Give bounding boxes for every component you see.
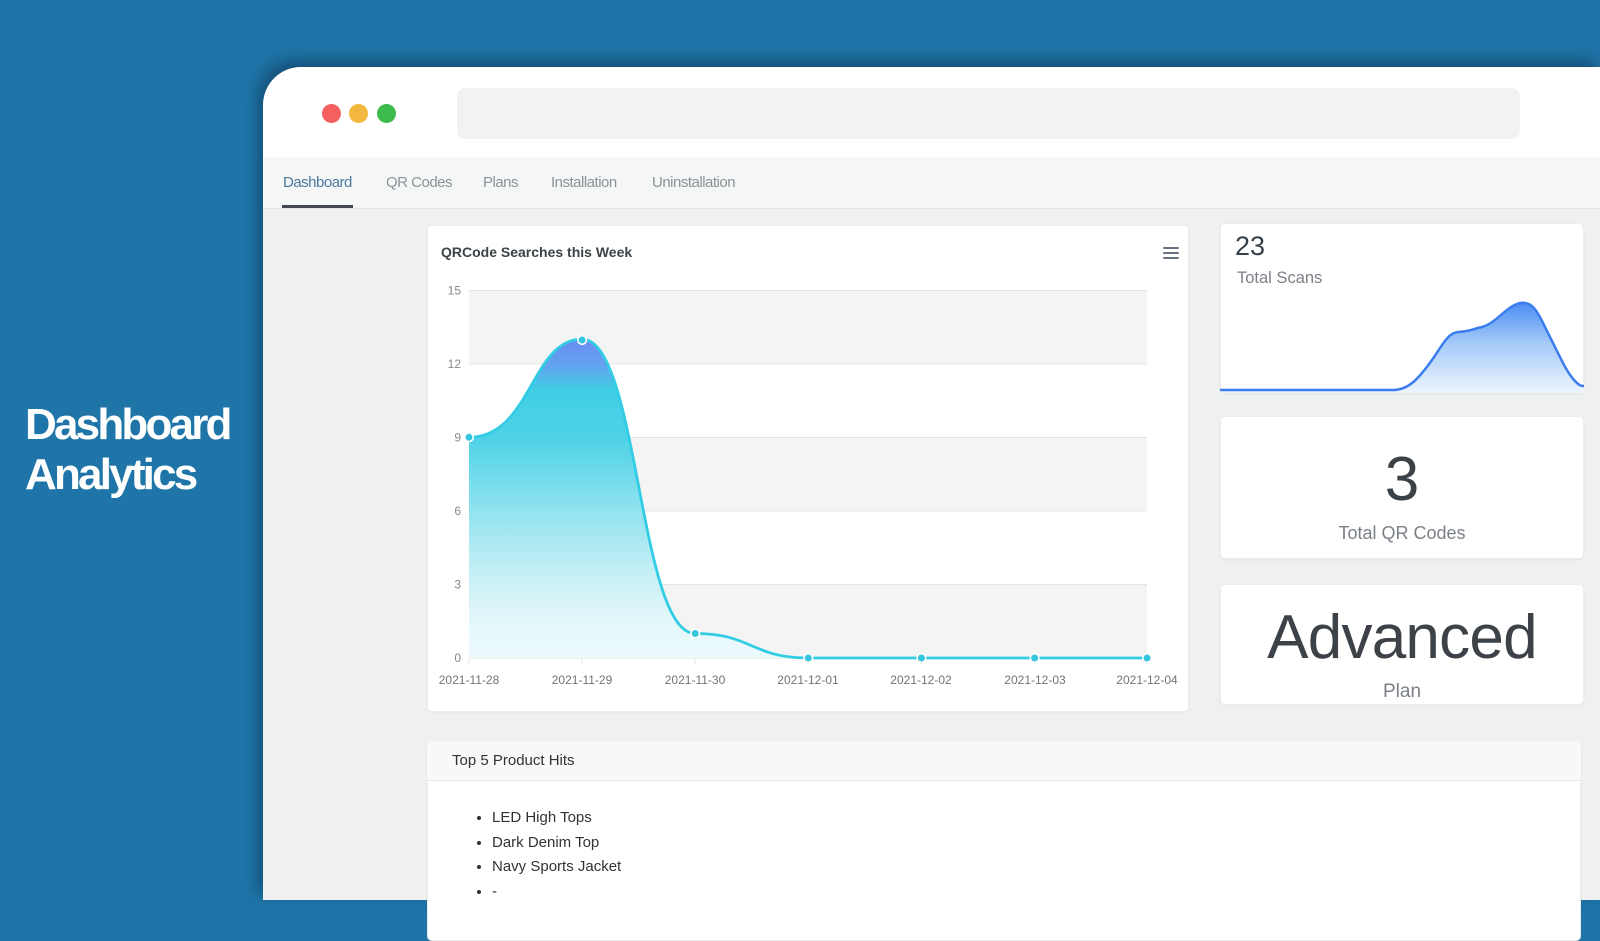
svg-text:2021-12-04: 2021-12-04	[1116, 673, 1178, 687]
svg-text:9: 9	[454, 431, 461, 445]
svg-text:15: 15	[448, 284, 462, 298]
svg-text:2021-11-28: 2021-11-28	[439, 673, 500, 687]
svg-text:6: 6	[454, 504, 461, 518]
svg-text:2021-11-30: 2021-11-30	[665, 673, 726, 687]
svg-text:12: 12	[448, 357, 462, 371]
svg-text:2021-12-01: 2021-12-01	[777, 673, 839, 687]
svg-text:2021-11-29: 2021-11-29	[552, 673, 613, 687]
svg-text:3: 3	[454, 578, 461, 592]
svg-text:2021-12-03: 2021-12-03	[1004, 673, 1066, 687]
svg-text:2021-12-02: 2021-12-02	[890, 673, 952, 687]
svg-text:0: 0	[454, 651, 461, 665]
